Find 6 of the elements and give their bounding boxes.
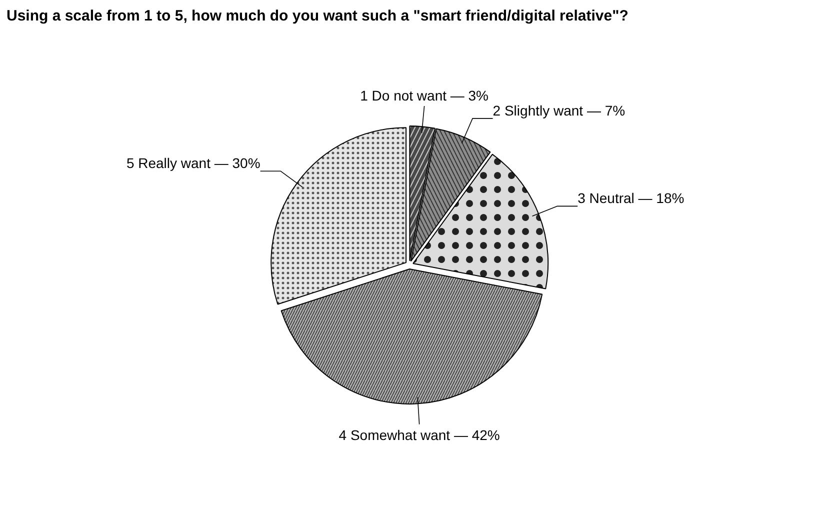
slice-label: 4 Somewhat want — 42% [338, 427, 500, 444]
slice-label: 2 Slightly want — 7% [492, 102, 626, 118]
slice-label: 3 Neutral — 18% [578, 190, 684, 206]
chart-title: Using a scale from 1 to 5, how much do you want such a "smart friend/digital relative"? [6, 8, 628, 24]
slice-label: 1 Do not want — 3% [360, 87, 489, 104]
slice-label: 5 Really want — 30% [126, 155, 260, 172]
